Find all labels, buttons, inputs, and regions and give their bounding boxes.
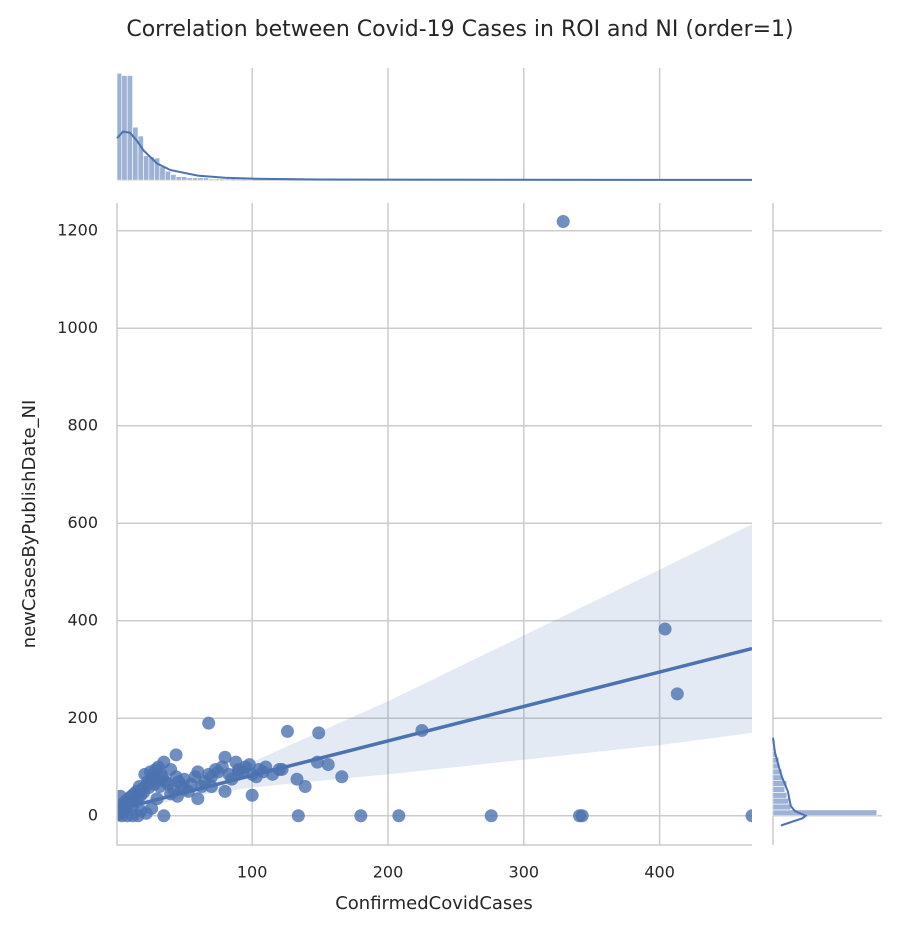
histogram-bar: [175, 176, 182, 181]
point: [312, 726, 326, 740]
histogram-bar: [181, 176, 188, 181]
point: [321, 758, 335, 772]
histogram-bar: [208, 178, 215, 181]
clip-group: [117, 215, 752, 823]
grid: [117, 68, 882, 845]
histogram-bar: [170, 174, 177, 181]
point: [218, 750, 232, 764]
point: [575, 809, 589, 823]
histogram-bar: [132, 126, 139, 181]
x-tick-label: 100: [237, 863, 268, 882]
histogram-bar: [197, 177, 204, 181]
kde-line: [772, 737, 808, 827]
point: [392, 809, 406, 823]
x-tick-label: 400: [644, 863, 675, 882]
point: [280, 724, 294, 738]
histogram-bar: [772, 792, 788, 799]
point: [745, 809, 752, 823]
x-tick-label: 200: [373, 863, 404, 882]
histogram-bar: [772, 786, 786, 793]
histogram-bar: [116, 73, 123, 181]
point: [145, 801, 159, 815]
point: [117, 789, 127, 803]
point: [191, 792, 205, 806]
confidence-band: [117, 524, 752, 816]
histogram-bar: [772, 803, 792, 811]
y-tick-label: 800: [67, 415, 98, 434]
chart-title: Correlation between Covid-19 Cases in RO…: [126, 17, 793, 42]
histogram-bar: [224, 178, 231, 181]
point: [191, 765, 205, 779]
point: [245, 788, 259, 802]
histogram-bar: [192, 177, 199, 181]
histogram-bar: [159, 166, 166, 181]
x-tick-label: 300: [509, 863, 540, 882]
histogram-bar: [219, 178, 226, 181]
point: [556, 215, 570, 229]
histogram-bar: [126, 75, 133, 181]
y-tick-label: 200: [67, 708, 98, 727]
y-tick-label: 1000: [57, 318, 98, 337]
regression-line: [117, 646, 752, 812]
histogram-bar: [143, 155, 150, 181]
point: [202, 716, 216, 730]
point: [157, 809, 171, 823]
point: [117, 808, 125, 822]
y-tick-label: 0: [88, 805, 98, 824]
plot-area: [117, 215, 752, 823]
x-axis-label: ConfirmedCovidCases: [335, 893, 533, 914]
histogram-bar: [202, 177, 209, 181]
point: [658, 622, 672, 636]
point: [120, 809, 134, 823]
y-tick-label: 600: [67, 513, 98, 532]
point: [290, 772, 304, 786]
point: [354, 809, 368, 823]
point: [131, 809, 145, 823]
point: [232, 765, 246, 779]
point: [335, 770, 349, 784]
histogram-bar: [164, 170, 171, 181]
histogram-bar: [121, 75, 128, 181]
histogram-bar: [213, 178, 220, 181]
point: [670, 687, 684, 701]
histogram-bar: [772, 797, 790, 805]
point: [484, 809, 498, 823]
kde-line: [116, 130, 753, 181]
histogram-bar: [772, 809, 878, 817]
point: [169, 748, 183, 762]
point: [291, 809, 305, 823]
y-axis-label: newCasesByPublishDate_NI: [19, 400, 40, 649]
histogram-bar: [186, 177, 193, 181]
point: [218, 784, 232, 798]
y-tick-label: 400: [67, 610, 98, 629]
y-tick-label: 1200: [57, 220, 98, 239]
